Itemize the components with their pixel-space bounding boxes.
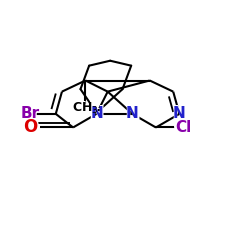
Text: N: N: [171, 104, 188, 123]
Text: O: O: [22, 118, 39, 138]
Text: N: N: [124, 104, 140, 123]
Text: N: N: [90, 106, 103, 122]
Text: N: N: [126, 106, 139, 122]
Text: N: N: [88, 104, 105, 123]
Text: O: O: [24, 118, 38, 136]
Text: CH$_3$: CH$_3$: [72, 102, 99, 116]
Text: Br: Br: [18, 104, 42, 123]
Text: N: N: [173, 106, 186, 122]
Text: Cl: Cl: [172, 118, 194, 137]
Text: CH$_3$: CH$_3$: [68, 99, 103, 119]
Text: Cl: Cl: [175, 120, 191, 135]
Text: Br: Br: [20, 106, 40, 122]
